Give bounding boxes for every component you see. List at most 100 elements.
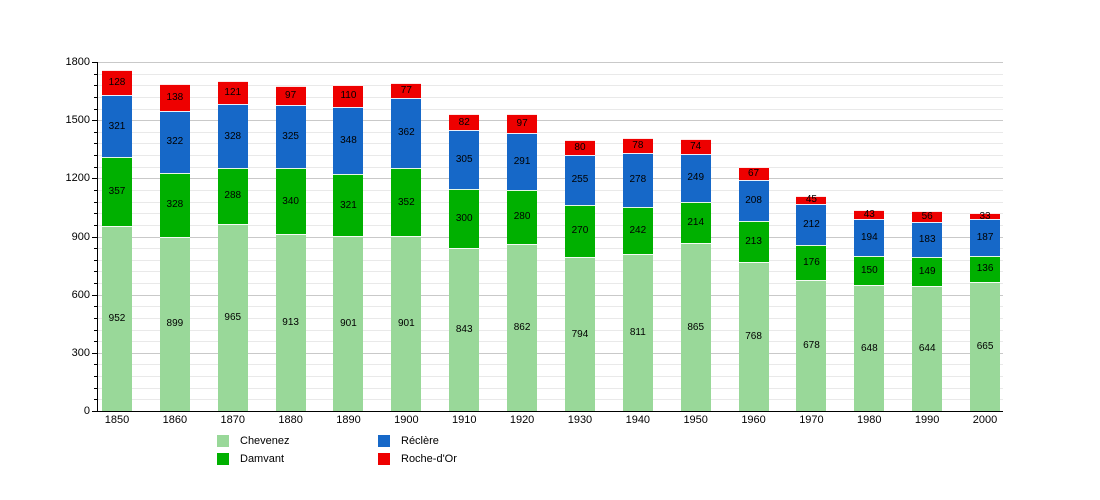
bar-segment-chevenez-1900: 901 bbox=[391, 236, 422, 411]
bar-segment-damvant-1870: 288 bbox=[217, 168, 248, 224]
bar-segment-roche-d-or-1870: 121 bbox=[217, 81, 248, 105]
bar-segment-roche-d-or-1900: 77 bbox=[391, 82, 422, 98]
bar-value-label: 150 bbox=[860, 265, 878, 277]
bar-value-label: 78 bbox=[632, 139, 644, 151]
y-tick-label-1500: 1500 bbox=[65, 114, 90, 127]
bar-segment-damvant-1940: 242 bbox=[622, 206, 653, 254]
y-axis-tick bbox=[94, 329, 97, 331]
bar-value-label: 136 bbox=[976, 263, 994, 275]
x-tick-label-1970: 1970 bbox=[799, 414, 824, 426]
x-tick-label-1910: 1910 bbox=[451, 414, 477, 426]
legend-label: Damvant bbox=[240, 452, 285, 465]
gridline-1380 bbox=[98, 143, 1003, 145]
bar-value-label: 794 bbox=[571, 328, 589, 340]
bar-segment-damvant-1920: 280 bbox=[507, 189, 538, 244]
bar-segment-roche-d-or-1850: 128 bbox=[102, 70, 132, 95]
y-axis-tick bbox=[94, 155, 97, 157]
bar-segment-chevenez-2000: 665 bbox=[970, 282, 1001, 411]
bar-segment-chevenez-1970: 678 bbox=[796, 279, 827, 411]
y-axis-tick bbox=[94, 259, 97, 261]
bar-value-label: 242 bbox=[629, 224, 647, 236]
bar-value-label: 255 bbox=[571, 174, 589, 186]
bar-value-label: 843 bbox=[455, 323, 473, 335]
bar-value-label: 249 bbox=[687, 172, 705, 184]
bar-value-label: 665 bbox=[976, 341, 994, 353]
gridline-1620 bbox=[98, 96, 1003, 98]
gridline-480 bbox=[98, 317, 1003, 319]
bar-value-label: 348 bbox=[340, 134, 357, 146]
gridline-720 bbox=[98, 271, 1003, 273]
bar-segment-chevenez-1850: 952 bbox=[102, 226, 132, 411]
bar-value-label: 357 bbox=[108, 186, 126, 198]
bar-value-label: 352 bbox=[398, 196, 415, 208]
gridline-780 bbox=[98, 259, 1003, 261]
gridline-540 bbox=[98, 306, 1003, 308]
bar-segment-damvant-1900: 352 bbox=[391, 168, 422, 237]
bar-segment-chevenez-1940: 811 bbox=[622, 253, 653, 411]
bar-segment-roche-d-or-1860: 138 bbox=[159, 83, 190, 111]
y-axis-tick bbox=[94, 85, 97, 87]
bar-segment-chevenez-1980: 648 bbox=[854, 285, 885, 411]
x-tick-label-1920: 1920 bbox=[509, 414, 535, 426]
y-axis-tick bbox=[92, 236, 97, 238]
bar-value-label: 183 bbox=[918, 234, 936, 246]
bar-value-label: 280 bbox=[513, 211, 531, 223]
bar-value-label: 362 bbox=[398, 127, 415, 139]
y-axis-tick bbox=[94, 131, 97, 133]
bar-value-label: 288 bbox=[224, 190, 242, 202]
x-tick-label-1930: 1930 bbox=[567, 414, 593, 426]
bar-segment-damvant-1980: 150 bbox=[854, 256, 885, 286]
bar-segment-chevenez-1990: 644 bbox=[912, 286, 943, 411]
bar-segment-r-cl-re-1980: 194 bbox=[854, 218, 885, 257]
bar-segment-chevenez-1920: 862 bbox=[507, 243, 538, 411]
gridline-960 bbox=[98, 224, 1003, 226]
y-axis-tick bbox=[94, 201, 97, 203]
bar-segment-r-cl-re-1990: 183 bbox=[912, 221, 943, 258]
gridline-1140 bbox=[98, 189, 1003, 191]
y-axis-tick bbox=[94, 271, 97, 273]
bar-segment-roche-d-or-2000: 33 bbox=[970, 211, 1001, 221]
bar-group-1940: 811 242 278 78 bbox=[622, 62, 653, 411]
bar-segment-damvant-1880: 340 bbox=[275, 168, 306, 234]
bar-segment-r-cl-re-1860: 322 bbox=[159, 110, 190, 174]
x-tick-label-1960: 1960 bbox=[741, 414, 766, 426]
gridline-120 bbox=[98, 387, 1003, 389]
bar-segment-r-cl-re-1870: 328 bbox=[217, 104, 248, 169]
bar-value-label: 270 bbox=[571, 225, 589, 237]
bar-segment-r-cl-re-1930: 255 bbox=[564, 155, 595, 205]
x-tick-label-1880: 1880 bbox=[278, 414, 303, 426]
bar-value-label: 328 bbox=[166, 199, 184, 211]
y-tick-label-600: 600 bbox=[71, 288, 90, 301]
y-axis-tick bbox=[92, 62, 97, 63]
bar-group-1960: 768 213 208 67 bbox=[738, 62, 769, 411]
legend-label: Roche-d'Or bbox=[401, 452, 457, 465]
bar-value-label: 77 bbox=[400, 84, 412, 96]
bar-group-1980: 648 150 194 43 bbox=[854, 62, 885, 411]
x-tick-label-1900: 1900 bbox=[394, 414, 419, 426]
gridline-300 bbox=[98, 352, 1003, 354]
plot-area: 0 300 600 900 1200 1500 1800 952 357 321 128 1850 89… bbox=[66, 57, 1003, 426]
bar-value-label: 213 bbox=[745, 235, 762, 247]
bar-value-label: 340 bbox=[282, 195, 299, 207]
bar-value-label: 862 bbox=[513, 321, 531, 333]
bar-value-label: 865 bbox=[687, 321, 705, 333]
y-axis-tick bbox=[92, 120, 97, 122]
gridline-900 bbox=[98, 236, 1003, 238]
x-tick-label-1860: 1860 bbox=[162, 414, 188, 426]
legend-swatch bbox=[378, 452, 390, 465]
bar-segment-chevenez-1860: 899 bbox=[159, 236, 190, 411]
y-axis-tick bbox=[92, 411, 97, 412]
gridline-1560 bbox=[98, 108, 1003, 110]
bar-value-label: 110 bbox=[340, 90, 357, 102]
bar-value-label: 648 bbox=[860, 342, 878, 354]
bar-value-label: 678 bbox=[803, 339, 820, 351]
legend-label: Chevenez bbox=[240, 434, 290, 447]
bar-value-label: 811 bbox=[629, 326, 646, 338]
y-axis-tick bbox=[94, 306, 97, 308]
gridline-240 bbox=[98, 364, 1003, 366]
legend-item-r-cl-re: Réclère bbox=[378, 432, 457, 449]
gridline-1080 bbox=[98, 201, 1003, 203]
y-axis-tick bbox=[94, 166, 97, 168]
gridline-1320 bbox=[98, 155, 1003, 157]
bar-value-label: 121 bbox=[224, 87, 242, 99]
